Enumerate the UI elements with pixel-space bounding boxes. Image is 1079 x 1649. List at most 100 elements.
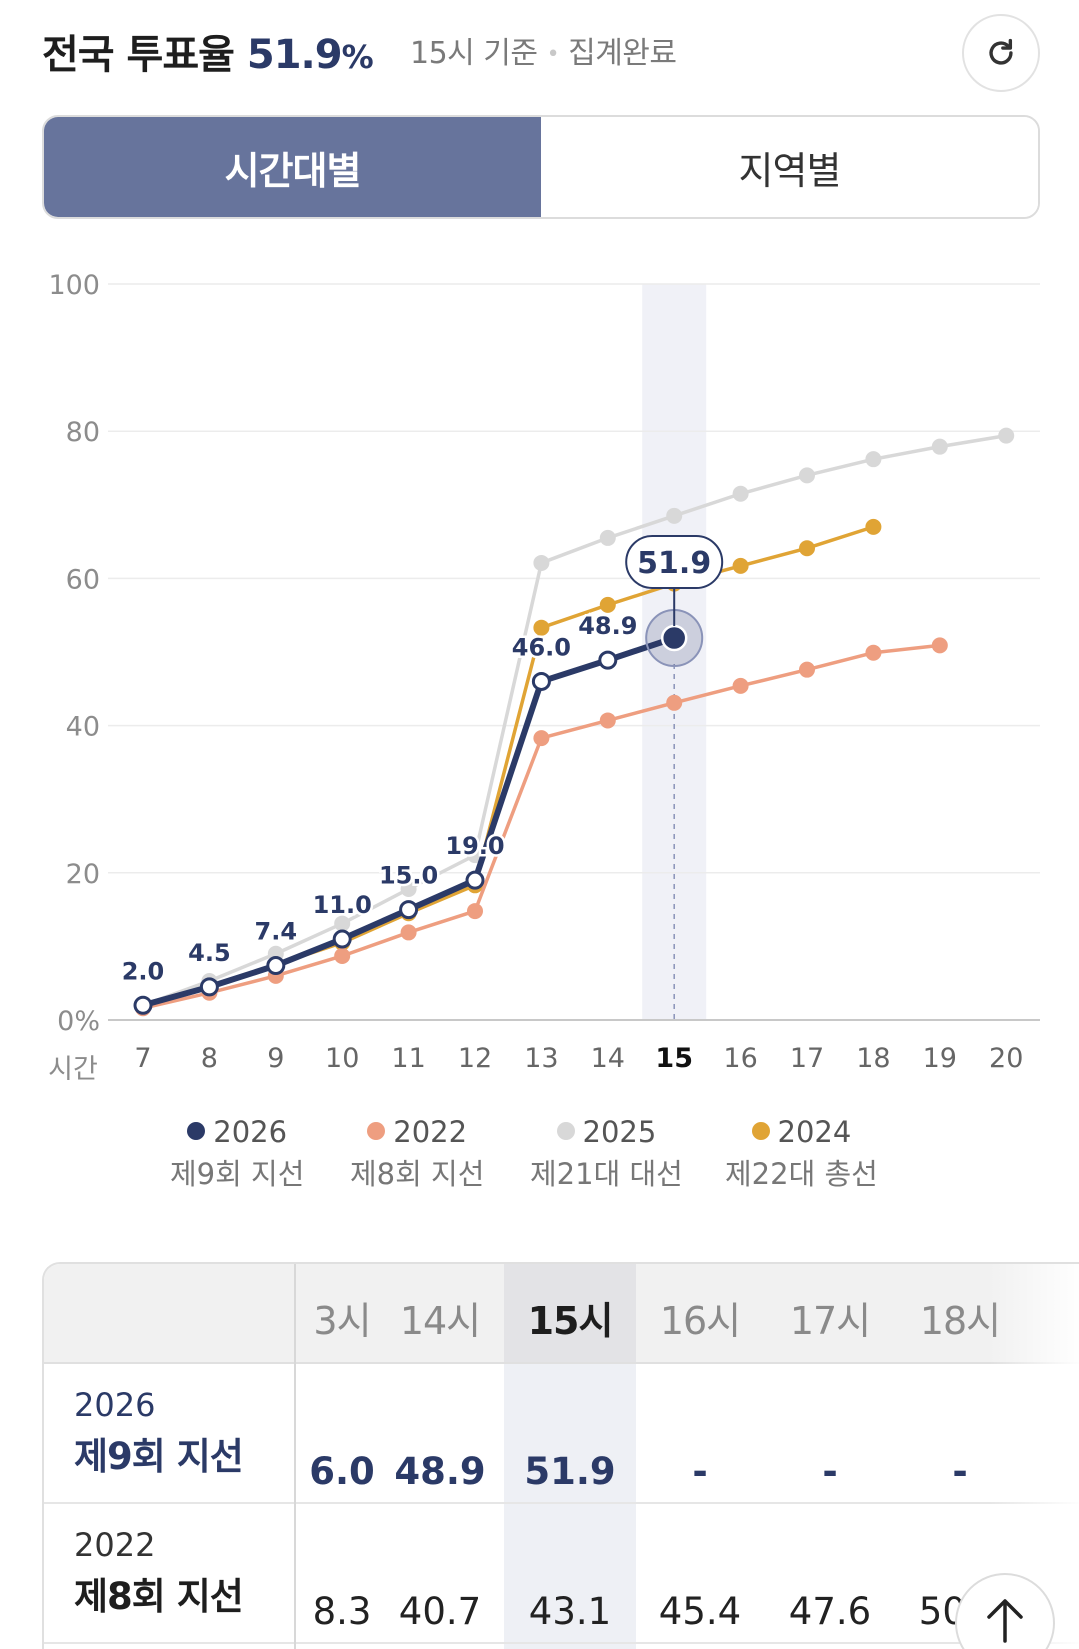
data-point	[334, 947, 351, 964]
series-line	[142, 525, 874, 1009]
table-cell: -	[822, 1450, 838, 1493]
x-tick-label: 16	[723, 1043, 757, 1074]
x-tick-label: 17	[790, 1043, 824, 1074]
legend-name: 제22대 총선	[725, 1157, 878, 1191]
table-cell: 6.0	[309, 1450, 375, 1493]
scroll-top-button[interactable]	[955, 1573, 1055, 1649]
table-cell: 45.4	[658, 1590, 742, 1633]
data-point	[332, 929, 352, 949]
data-point	[533, 619, 550, 636]
data-point	[599, 529, 616, 546]
x-tick-label: 11	[391, 1043, 425, 1074]
data-point	[531, 671, 551, 691]
table-row: 2026 제9회 지선 6.0 48.9 51.9 - - -	[44, 1364, 1079, 1504]
data-point	[400, 924, 417, 941]
legend-dot	[556, 1122, 575, 1140]
data-point	[599, 712, 616, 729]
table-cell: 40.7	[398, 1590, 482, 1633]
data-point	[133, 995, 153, 1015]
data-point	[666, 694, 683, 711]
series-line	[142, 643, 940, 1010]
y-tick-label: 40	[66, 712, 100, 743]
x-axis-label: 시간	[48, 1054, 98, 1085]
refresh-icon	[989, 38, 1013, 65]
turnout-value: 51.9	[246, 32, 343, 78]
data-point	[865, 451, 882, 468]
row-name: 제8회 지선	[74, 1575, 244, 1618]
separator-dot: •	[546, 42, 560, 67]
data-label: 4.5	[188, 939, 231, 967]
legend-year: 2022	[350, 1115, 484, 1149]
data-point	[533, 554, 550, 571]
view-tabs: 시간대별 지역별	[42, 115, 1040, 219]
time-basis: 15시 기준	[410, 36, 538, 71]
x-tick-label: 8	[201, 1043, 218, 1074]
column-header: 3시	[313, 1299, 371, 1343]
data-label: 19.0	[445, 832, 504, 860]
page-title: 전국 투표율 51.9%	[42, 22, 374, 80]
row-year: 2022	[74, 1526, 156, 1564]
turnout-table: 3시 14시 15시 16시 17시 18시 1 2026 제9회 지선 6.0…	[42, 1262, 1079, 1649]
x-tick-label: 20	[989, 1043, 1023, 1074]
arrow-up-icon	[987, 1599, 1023, 1643]
table-cell: 43.1	[528, 1590, 612, 1633]
turnout-line-chart: 0% 20 40 60 80 100 7 8 9 10 11 12 13 14 15 16 17 18 19 20 시간…	[48, 270, 1040, 1085]
y-tick-label: 60	[66, 564, 100, 595]
legend-dot	[751, 1122, 770, 1140]
data-label: 11.0	[313, 891, 372, 919]
data-point	[599, 596, 616, 613]
refresh-button[interactable]	[962, 14, 1040, 92]
x-tick-label: 15	[655, 1043, 693, 1074]
legend-name: 제9회 지선	[170, 1157, 305, 1191]
table-cell: -	[692, 1450, 708, 1493]
x-tick-label: 9	[267, 1043, 284, 1074]
y-tick-label: 80	[66, 417, 100, 448]
legend-item: 2025 제21대 대선	[530, 1115, 683, 1193]
row-label: 2022 제8회 지선	[74, 1526, 294, 1620]
table-cell: 8.3	[312, 1590, 372, 1633]
column-header: 17시	[789, 1299, 871, 1343]
callout-value: 51.9	[637, 546, 711, 581]
data-label: 2.0	[122, 957, 165, 985]
column-header: 18시	[919, 1299, 1001, 1343]
legend-name: 제8회 지선	[350, 1157, 485, 1191]
data-point	[533, 730, 550, 747]
tab-by-region[interactable]: 지역별	[541, 117, 1038, 217]
table-cell: 51.9	[524, 1450, 616, 1493]
header: 전국 투표율 51.9% 15시 기준 • 집계완료	[42, 14, 1042, 92]
x-tick-label: 13	[524, 1043, 558, 1074]
data-point	[732, 485, 749, 502]
data-point	[467, 903, 483, 920]
legend-item: 2024 제22대 총선	[725, 1115, 878, 1193]
data-point	[931, 637, 948, 654]
x-tick-label: 19	[923, 1043, 957, 1074]
data-point	[732, 677, 749, 694]
table-cell: -	[952, 1450, 968, 1493]
series-line	[142, 433, 1007, 1007]
row-year: 2026	[74, 1386, 156, 1424]
legend-item: 2026 제9회 지선	[170, 1115, 304, 1193]
data-point	[399, 900, 419, 920]
data-point	[199, 977, 219, 997]
y-tick-label: 0%	[57, 1006, 100, 1037]
x-tick-label: 7	[134, 1043, 151, 1074]
data-point	[266, 956, 286, 976]
row-name: 제9회 지선	[74, 1435, 244, 1478]
data-label: 46.0	[512, 633, 571, 661]
data-point	[865, 518, 882, 535]
status-text: 집계완료	[568, 36, 677, 71]
data-point	[799, 661, 815, 678]
tab-by-time[interactable]: 시간대별	[44, 117, 541, 217]
data-label: 48.9	[578, 612, 637, 640]
column-header: 14시	[399, 1299, 481, 1343]
current-data-point	[660, 624, 688, 652]
turnout-unit: %	[341, 38, 374, 76]
legend-year: 2024	[725, 1115, 878, 1149]
data-point	[666, 507, 683, 524]
data-point	[865, 644, 882, 661]
title-prefix: 전국 투표율	[42, 32, 235, 78]
chart-legend: 2026 제9회 지선 2022 제8회 지선 2025 제21대 대선 2024 제22대 …	[170, 1115, 990, 1195]
table-header: 3시 14시 15시 16시 17시 18시 1	[44, 1264, 1079, 1364]
column-header: 16시	[659, 1299, 741, 1343]
data-point	[400, 880, 417, 897]
